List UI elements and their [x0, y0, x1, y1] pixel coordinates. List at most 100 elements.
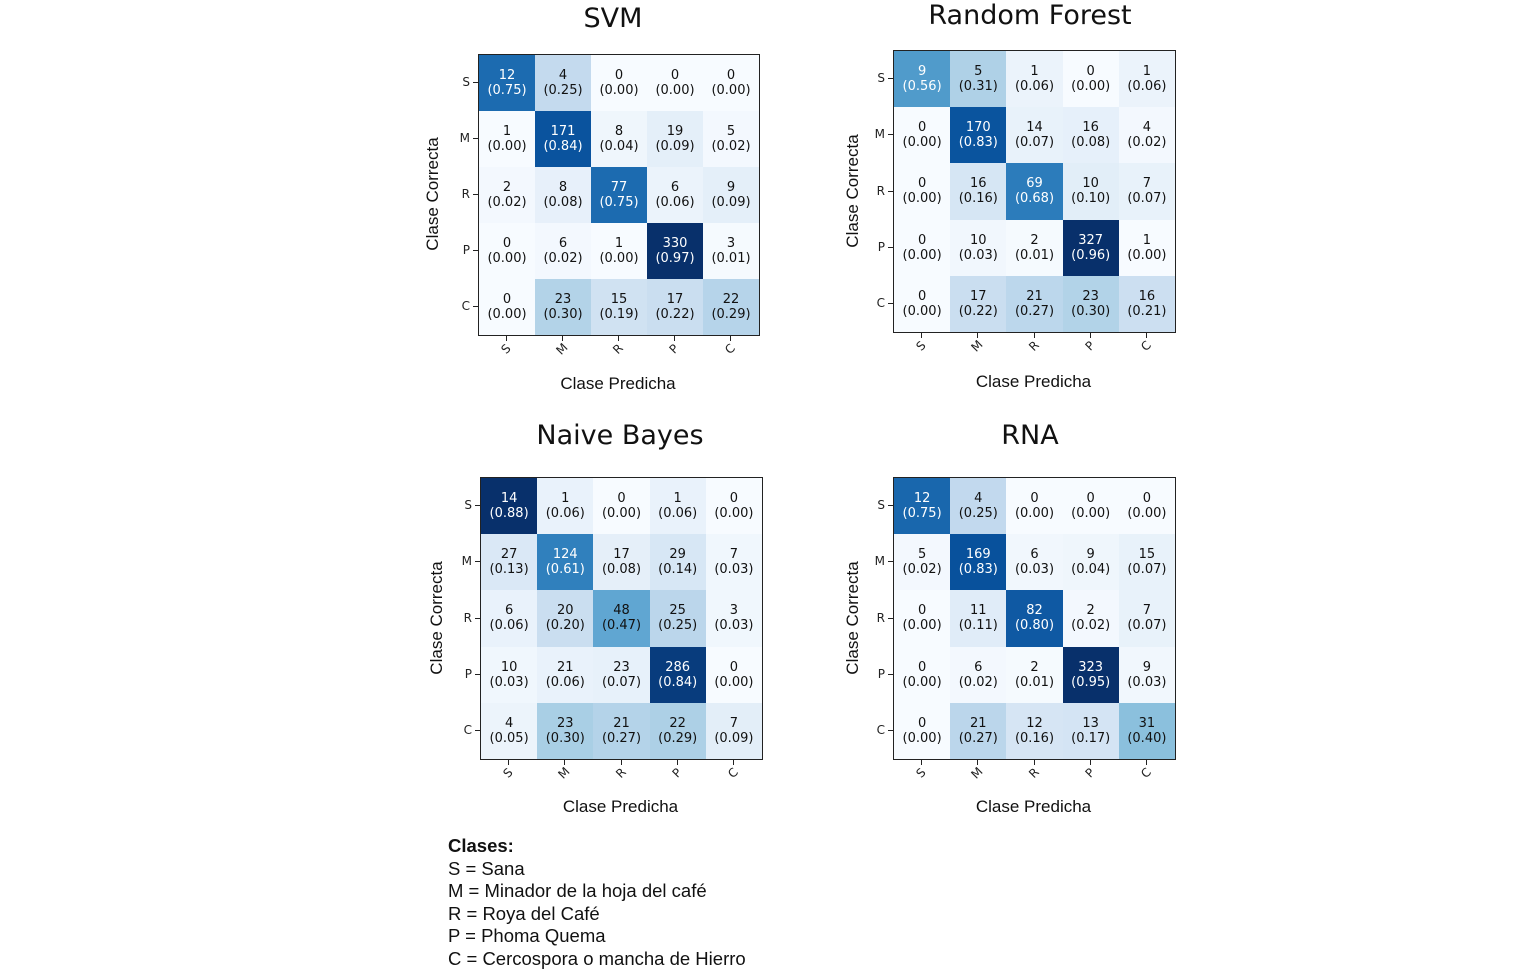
cell-count-label: 7	[1142, 603, 1152, 619]
heatmap-cell: 0 (0.00)	[705, 478, 762, 535]
cell-count-label: 23	[613, 659, 630, 675]
heatmap-cell: 17 (0.22)	[950, 275, 1007, 332]
y-axis-label: Clase Correcta	[427, 560, 446, 675]
heatmap-cell: 9 (0.56)	[894, 51, 951, 108]
cell-proportion-label: (0.16)	[1014, 730, 1055, 746]
cell-count-label: 0	[502, 236, 512, 251]
heatmap-cell: 2 (0.01)	[1006, 646, 1063, 703]
cell-count-label: 323	[1078, 659, 1104, 675]
cell-count-label: 0	[670, 68, 680, 83]
cell-proportion-label: (0.07)	[1127, 562, 1167, 578]
cell-count-label: 4	[558, 68, 568, 83]
heatmap-cell: 29 (0.14)	[649, 534, 706, 591]
cell-count-label: 6	[670, 180, 680, 195]
cell-proportion-label: (0.00)	[599, 251, 639, 266]
cell-count-label: 2	[1030, 659, 1039, 675]
cell-count-label: 1	[1142, 232, 1152, 248]
heatmap-cell: 14 (0.88)	[481, 478, 538, 535]
cell-proportion-label: (0.00)	[1014, 506, 1055, 522]
cell-count-label: 15	[1138, 547, 1156, 563]
heatmap-cell: 6 (0.02)	[950, 646, 1007, 703]
cell-count-label: 0	[917, 603, 927, 619]
cell-proportion-label: (0.07)	[1127, 191, 1167, 207]
cell-proportion-label: (0.07)	[601, 674, 642, 690]
cell-count-label: 19	[666, 124, 684, 139]
heatmap-cell: 0 (0.00)	[1006, 478, 1063, 535]
cell-count-label: 6	[504, 603, 514, 619]
cell-count-label: 0	[917, 659, 927, 675]
heatmap-cell: 0 (0.00)	[1118, 478, 1175, 535]
y-tick-label: P	[877, 666, 885, 681]
cell-proportion-label: (0.01)	[711, 251, 751, 266]
cell-proportion-label: (0.00)	[487, 139, 527, 154]
heatmap-cell: 5 (0.02)	[703, 111, 759, 167]
y-tick-label: C	[876, 295, 885, 310]
legend-heading: Clases:	[448, 835, 514, 856]
cell-proportion-label: (0.03)	[714, 618, 754, 634]
heatmap-cell: 25 (0.25)	[649, 590, 706, 647]
cell-proportion-label: (0.84)	[658, 674, 698, 690]
cell-proportion-label: (0.00)	[599, 83, 639, 98]
cell-proportion-label: (0.00)	[902, 191, 942, 207]
cell-count-label: 12	[913, 491, 931, 507]
heatmap-cell: 16 (0.16)	[950, 163, 1007, 220]
heatmap-cell: 7 (0.07)	[1118, 590, 1175, 647]
cell-count-label: 327	[1078, 232, 1104, 248]
legend-item: M = Minador de la hoja del café	[448, 880, 707, 902]
x-tick-mark	[508, 760, 510, 765]
cell-count-label: 48	[613, 603, 630, 619]
heatmap-cell: 27 (0.13)	[481, 534, 538, 591]
cell-proportion-label: (0.13)	[489, 562, 529, 578]
heatmap-cell: 5 (0.31)	[950, 51, 1007, 108]
y-tick-label: C	[461, 299, 470, 313]
y-tick-mark	[888, 617, 893, 619]
cell-proportion-label: (0.06)	[545, 506, 585, 522]
cell-count-label: 23	[554, 292, 572, 307]
cell-count-label: 10	[1082, 176, 1099, 192]
heatmap-cell: 23 (0.30)	[1062, 275, 1119, 332]
cell-proportion-label: (0.00)	[902, 618, 942, 634]
cell-proportion-label: (0.03)	[714, 562, 754, 578]
heatmap-cell: 21 (0.27)	[593, 702, 650, 759]
cell-count-label: 0	[1142, 491, 1152, 507]
x-tick-mark	[977, 760, 979, 765]
cell-count-label: 9	[1142, 659, 1152, 675]
cell-count-label: 169	[965, 547, 991, 563]
cell-proportion-label: (0.10)	[1071, 191, 1111, 207]
chart-title: RNA	[1001, 420, 1059, 451]
cell-proportion-label: (0.02)	[711, 139, 751, 154]
cell-proportion-label: (0.00)	[1127, 506, 1167, 522]
y-tick-mark	[473, 194, 478, 195]
cell-count-label: 0	[1086, 64, 1095, 80]
cell-count-label: 0	[726, 68, 736, 83]
cell-proportion-label: (0.83)	[958, 135, 998, 151]
cell-proportion-label: (0.06)	[1014, 79, 1055, 95]
cell-proportion-label: (0.04)	[599, 139, 639, 154]
x-tick-label: M	[968, 764, 986, 782]
y-axis-label: Clase Correcta	[423, 137, 442, 251]
heatmap-cell: 0 (0.00)	[591, 55, 647, 111]
x-tick-label: C	[724, 765, 741, 781]
cell-proportion-label: (0.00)	[1071, 79, 1111, 95]
cell-count-label: 2	[502, 180, 512, 195]
cell-proportion-label: (0.00)	[601, 506, 642, 522]
cell-count-label: 29	[669, 547, 686, 563]
x-tick-mark	[921, 333, 923, 338]
cell-count-label: 5	[974, 64, 983, 80]
heatmap-cell: 327 (0.96)	[1062, 219, 1119, 276]
heatmap-cell: 17 (0.08)	[593, 534, 650, 591]
y-tick-mark	[473, 250, 478, 251]
cell-count-label: 17	[613, 547, 630, 563]
cell-count-label: 1	[561, 491, 570, 507]
y-tick-label: M	[461, 554, 472, 569]
y-tick-label: S	[877, 71, 885, 86]
heatmap-cell: 23 (0.07)	[593, 646, 650, 703]
cell-proportion-label: (0.27)	[958, 730, 998, 746]
y-tick-label: P	[462, 243, 470, 257]
cell-count-label: 17	[666, 292, 684, 307]
cell-count-label: 31	[1138, 715, 1156, 731]
cell-count-label: 171	[550, 124, 576, 139]
cell-proportion-label: (0.03)	[1127, 674, 1167, 690]
cell-count-label: 0	[1030, 491, 1039, 507]
cell-count-label: 15	[610, 292, 628, 307]
